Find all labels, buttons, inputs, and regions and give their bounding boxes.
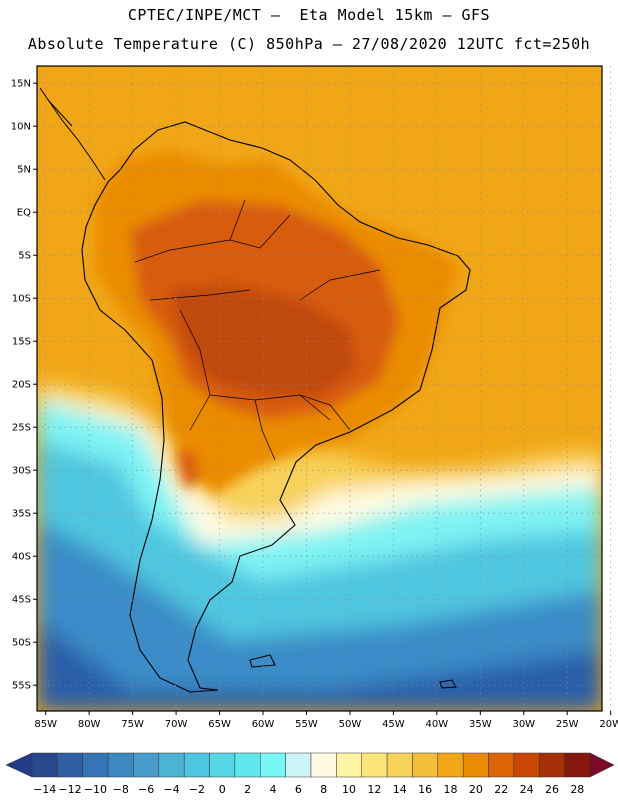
colorbar-label: 16: [418, 783, 432, 796]
lat-tick-label: 15N: [11, 79, 31, 90]
graticule: [37, 66, 611, 711]
colorbar-segment: [386, 752, 413, 778]
field-hotter-zone: [170, 285, 355, 395]
lon-tick-label: 65W: [208, 719, 231, 730]
chart-title-line-2: Absolute Temperature (C) 850hPa – 27/08/…: [27, 35, 591, 53]
colorbar-label: −6: [138, 783, 154, 796]
longitude-labels: 85W 80W 75W 70W 65W 60W 55W 50W 45W 40W 35W 30W 25W 2…: [34, 711, 618, 730]
colorbar-segment: [564, 752, 591, 778]
lat-tick-label: 45S: [12, 595, 31, 606]
lon-tick-label: 20W: [599, 719, 618, 730]
lat-tick-label: 10S: [12, 294, 31, 305]
colorbar-label: 28: [570, 783, 584, 796]
lon-tick-label: 40W: [426, 719, 449, 730]
map-frame: [36, 65, 603, 712]
colorbar-label: 10: [342, 783, 356, 796]
colorbar-label: 18: [444, 783, 458, 796]
lon-tick-label: 55W: [295, 719, 318, 730]
field-hot-spot-andes: [175, 450, 200, 490]
lon-tick-label: 25W: [556, 719, 579, 730]
colorbar-segment: [285, 752, 312, 778]
lat-tick-label: 30S: [12, 466, 31, 477]
lat-tick-label: 35S: [12, 509, 31, 520]
colorbar-segment: [183, 752, 210, 778]
colorbar-segment: [133, 752, 160, 778]
lon-tick-label: 35W: [469, 719, 492, 730]
chart-title-line-1: CPTEC/INPE/MCT – Eta Model 15km – GFS: [127, 6, 491, 24]
lat-tick-label: 10N: [11, 122, 31, 133]
colorbar-segment: [57, 752, 83, 778]
falkland-and-islands: [249, 654, 457, 689]
colorbar-labels: −14 −12 −10 −8 −6 −4 −2 0 2 4 6 8 10 12 14 16 18 20 22 24 26…: [33, 783, 584, 796]
colorbar-label: 0: [219, 783, 226, 796]
lon-tick-label: 30W: [512, 719, 535, 730]
colorbar-segment: [310, 752, 337, 778]
lon-tick-label: 75W: [121, 719, 144, 730]
colorbar-label: 24: [520, 783, 534, 796]
colorbar-label: 14: [393, 783, 407, 796]
central-america-coastline: [39, 87, 106, 181]
colorbar-label: 2: [244, 783, 251, 796]
lat-tick-label: 25S: [12, 423, 31, 434]
colorbar-label: −14: [33, 783, 56, 796]
colorbar-label: 4: [269, 783, 276, 796]
colorbar-under-arrow: [5, 752, 33, 778]
colorbar-label: −10: [84, 783, 107, 796]
lon-tick-label: 45W: [382, 719, 405, 730]
colorbar-label: 26: [545, 783, 559, 796]
lat-tick-label: 40S: [12, 552, 31, 563]
lat-tick-label: EQ: [17, 208, 31, 219]
colorbar: −14 −12 −10 −8 −6 −4 −2 0 2 4 6 8 10 12 14 16 18 20 22 24 26…: [5, 752, 615, 796]
colorbar-segment: [107, 752, 134, 778]
colorbar-segment: [513, 752, 540, 778]
colorbar-segment: [539, 752, 565, 778]
lat-tick-label: 5S: [18, 251, 31, 262]
lon-tick-label: 60W: [252, 719, 275, 730]
colorbar-segment: [260, 752, 286, 778]
lat-tick-label: 55S: [12, 681, 31, 692]
colorbar-segment: [488, 752, 515, 778]
field-continent-warm: [95, 150, 460, 495]
colorbar-segment: [209, 752, 236, 778]
colorbar-segment: [361, 752, 388, 778]
colorbar-segment: [82, 752, 109, 778]
south-america-coastline: [81, 121, 471, 693]
lat-tick-label: 20S: [12, 380, 31, 391]
colorbar-segment: [234, 752, 261, 778]
colorbar-segment: [437, 752, 464, 778]
colorbar-segment: [412, 752, 439, 778]
colorbar-label: −8: [113, 783, 129, 796]
colorbar-label: 8: [320, 783, 327, 796]
colorbar-label: 20: [469, 783, 483, 796]
colorbar-label: 22: [494, 783, 508, 796]
lon-tick-label: 85W: [34, 719, 57, 730]
country-borders: [134, 199, 381, 461]
field-band-deep-ocean: [37, 620, 602, 711]
colorbar-label: −12: [58, 783, 81, 796]
lat-tick-label: 15S: [12, 337, 31, 348]
lon-tick-label: 50W: [339, 719, 362, 730]
colorbar-label: 12: [367, 783, 381, 796]
lat-tick-label: 50S: [12, 638, 31, 649]
field-band-cold-ocean: [37, 520, 602, 711]
colorbar-label: −4: [163, 783, 179, 796]
colorbar-segments: [5, 752, 615, 778]
colorbar-segment: [336, 752, 362, 778]
colorbar-segment: [462, 752, 489, 778]
lon-tick-label: 70W: [165, 719, 188, 730]
latitude-labels: 15N 10N 5N EQ 5S 10S 15S 20S 25S 30S 35S 40S 45S 50S 5…: [11, 79, 37, 692]
colorbar-label: 6: [295, 783, 302, 796]
colorbar-over-arrow: [589, 752, 615, 778]
temperature-field: [37, 66, 602, 711]
colorbar-segment: [31, 752, 58, 778]
lon-tick-label: 80W: [78, 719, 101, 730]
colorbar-label: −2: [189, 783, 205, 796]
colorbar-segment: [158, 752, 185, 778]
lat-tick-label: 5N: [17, 165, 31, 176]
